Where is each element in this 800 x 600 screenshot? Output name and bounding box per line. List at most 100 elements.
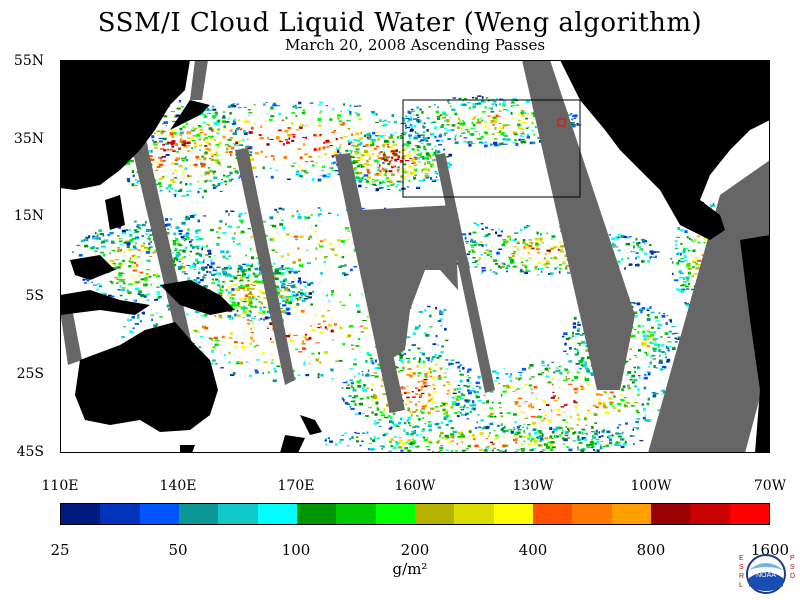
cloud-speck (526, 225, 529, 227)
cloud-speck (512, 413, 517, 416)
cloud-speck (423, 122, 426, 125)
cloud-speck (291, 139, 295, 142)
cloud-speck (215, 122, 219, 126)
cloud-speck (419, 394, 423, 396)
cloud-speck (668, 346, 672, 348)
cloud-speck (154, 250, 157, 252)
cloud-speck (292, 135, 296, 138)
cloud-speck (386, 177, 389, 180)
cloud-speck (479, 432, 484, 435)
cloud-speck (446, 381, 450, 383)
cloud-speck (415, 118, 418, 120)
cloud-speck (301, 347, 306, 351)
cloud-speck (283, 156, 287, 159)
cloud-speck (406, 400, 410, 402)
cloud-speck (233, 160, 236, 163)
cloud-speck (186, 193, 190, 197)
cloud-speck (703, 237, 707, 241)
cloud-speck (583, 438, 588, 441)
cloud-speck (477, 399, 482, 402)
cloud-speck (232, 105, 237, 108)
cloud-speck (237, 127, 241, 129)
cloud-speck (292, 260, 296, 264)
cloud-speck (354, 403, 357, 406)
cloud-speck (181, 221, 186, 225)
cloud-speck (566, 403, 569, 405)
cloud-speck (233, 283, 238, 286)
cloud-speck (481, 228, 484, 231)
cloud-speck (473, 116, 477, 119)
cloud-speck (205, 140, 210, 144)
cloud-speck (326, 328, 329, 331)
cloud-speck (537, 373, 543, 376)
cloud-speck (633, 366, 637, 369)
cloud-speck (125, 229, 129, 231)
cloud-speck (400, 176, 404, 178)
cloud-speck (181, 238, 186, 240)
cloud-speck (547, 420, 552, 423)
cloud-speck (359, 157, 363, 161)
cloud-speck (414, 131, 417, 133)
cloud-speck (464, 236, 467, 240)
cloud-speck (128, 283, 133, 285)
cloud-speck (184, 167, 188, 171)
cloud-speck (510, 112, 513, 115)
cloud-speck (679, 252, 682, 256)
cloud-speck (584, 415, 587, 417)
cloud-speck (153, 141, 158, 143)
cloud-speck (551, 430, 555, 434)
cloud-speck (522, 241, 526, 245)
cloud-speck (525, 113, 530, 115)
cloud-speck (460, 128, 463, 131)
cloud-speck (354, 112, 357, 114)
cloud-speck (422, 436, 425, 439)
cloud-speck (266, 113, 269, 115)
cloud-speck (442, 111, 446, 114)
cloud-speck (260, 318, 263, 320)
cloud-speck (460, 414, 465, 416)
cloud-speck (282, 304, 287, 307)
cloud-speck (581, 364, 584, 367)
cloud-speck (554, 267, 557, 270)
cloud-speck (540, 232, 543, 236)
cloud-speck (520, 112, 525, 115)
cloud-speck (484, 448, 488, 450)
cloud-speck (668, 318, 672, 321)
cloud-speck (594, 442, 597, 446)
cloud-speck (501, 142, 504, 145)
cloud-speck (629, 358, 632, 361)
cloud-speck (571, 331, 574, 335)
cloud-speck (508, 257, 513, 261)
cloud-speck (227, 294, 231, 297)
cloud-speck (322, 174, 327, 178)
cloud-speck (287, 296, 292, 298)
cloud-speck (170, 187, 174, 190)
cloud-speck (520, 410, 524, 413)
cloud-speck (333, 151, 337, 154)
cloud-speck (414, 150, 416, 154)
cloud-speck (263, 361, 268, 364)
cloud-speck (686, 278, 689, 281)
cloud-speck (448, 392, 452, 394)
cloud-speck (432, 159, 436, 161)
cloud-speck (506, 430, 509, 433)
cloud-speck (193, 279, 197, 282)
cloud-speck (530, 388, 533, 390)
cloud-speck (137, 314, 140, 317)
cloud-speck (338, 441, 342, 443)
cloud-speck (389, 440, 392, 443)
cloud-speck (528, 432, 532, 435)
cloud-speck (163, 121, 168, 124)
cloud-speck (276, 211, 279, 214)
cloud-speck (219, 317, 223, 319)
cloud-speck (603, 445, 606, 448)
cloud-speck (127, 291, 132, 295)
cloud-speck (152, 252, 156, 254)
cloud-speck (382, 144, 385, 148)
cloud-speck (382, 153, 386, 157)
cloud-speck (406, 336, 411, 339)
cloud-speck (496, 251, 500, 255)
cloud-speck (638, 366, 641, 369)
cloud-speck (267, 317, 271, 319)
cloud-speck (578, 360, 583, 363)
